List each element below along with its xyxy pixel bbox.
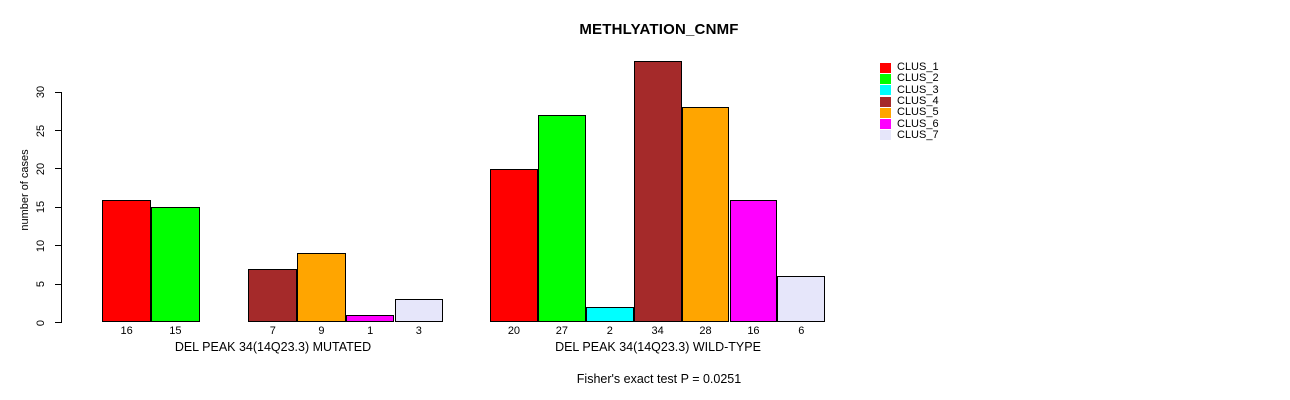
y-tick-label-15: 15 [35,201,47,214]
bar-clus_3-group2 [585,307,634,323]
y-axis-label: number of cases [19,149,31,231]
x-group-label-mutated: DEL PEAK 34(14Q23.3) MUTATED [174,340,372,354]
bar-value-label: 20 [507,325,521,337]
bar-clus_5-group2 [681,107,730,323]
bar-clus_6-group1 [345,314,395,323]
legend-swatch-clus_3 [880,85,891,96]
y-tick-30 [55,91,62,93]
bar-clus_4-group2 [633,61,682,323]
legend-item-clus_2: CLUS_2 [880,73,939,84]
legend-label: CLUS_7 [897,128,939,141]
chart-title: METHLYATION_CNMF [579,21,739,38]
bar-clus_6-group2 [729,199,778,323]
bar-value-label: 28 [699,325,712,337]
legend-item-clus_7: CLUS_7 [880,128,939,141]
bar-value-label: 1 [367,325,374,337]
bar-value-label: 6 [798,325,805,337]
y-tick-20 [55,168,62,170]
bar-value-label: 34 [651,325,664,337]
bar-value-label: 16 [747,325,760,337]
bar-clus_7-group1 [394,299,444,323]
legend-swatch-clus_1 [880,62,891,73]
bar-clus_2-group1 [151,207,200,323]
y-tick-10 [55,245,62,247]
y-tick-label-20: 20 [35,162,47,176]
legend-swatch-clus_4 [880,96,891,107]
y-tick-15 [55,206,62,208]
bar-value-label: 27 [555,325,568,337]
legend-label: CLUS_4 [897,95,939,108]
legend-item-clus_6: CLUS_6 [880,117,939,130]
bar-clus_1-group1 [102,199,151,323]
bar-value-label: 3 [415,325,422,337]
bar-clus_5-group1 [297,253,346,323]
legend-item-clus_4: CLUS_4 [880,96,939,107]
legend-swatch-clus_7 [880,130,891,141]
y-tick-label-0: 0 [35,319,47,326]
bar-value-label: 2 [606,325,613,337]
y-tick-label-5: 5 [35,281,47,288]
legend-swatch-clus_6 [880,119,891,130]
y-tick-25 [55,130,62,131]
bar-value-label: 7 [269,325,276,337]
legend-swatch-clus_5 [880,107,891,118]
y-tick-0 [55,322,62,323]
bar-value-label: 15 [169,325,182,337]
legend-item-clus_3: CLUS_3 [880,83,939,96]
legend-swatch-clus_2 [880,73,891,84]
x-group-label-wild-type: DEL PEAK 34(14Q23.3) WILD-TYPE [555,340,761,354]
y-tick-label-25: 25 [35,124,47,137]
bar-clus_7-group2 [777,276,826,323]
legend-label: CLUS_2 [897,72,939,85]
bar-clus_4-group1 [248,268,298,323]
fisher-test-annotation: Fisher's exact test P = 0.0251 [576,372,742,386]
legend-item-clus_5: CLUS_5 [880,107,939,118]
legend-label: CLUS_3 [897,83,939,96]
bar-clus_2-group2 [537,115,586,323]
legend-label: CLUS_1 [897,61,939,74]
legend-label: CLUS_6 [897,117,939,130]
legend-label: CLUS_5 [897,106,939,119]
y-tick-5 [55,283,62,285]
y-tick-label-10: 10 [35,239,47,252]
bar-value-label: 9 [318,325,325,337]
bar-clus_1-group2 [490,168,538,323]
y-tick-label-30: 30 [35,85,47,99]
legend: CLUS_1 CLUS_2 CLUS_3 CLUS_4 CLUS_5 CLUS_6 CLUS… [880,62,939,141]
legend-item-clus_1: CLUS_1 [880,62,939,73]
bar-value-label: 16 [120,325,133,337]
